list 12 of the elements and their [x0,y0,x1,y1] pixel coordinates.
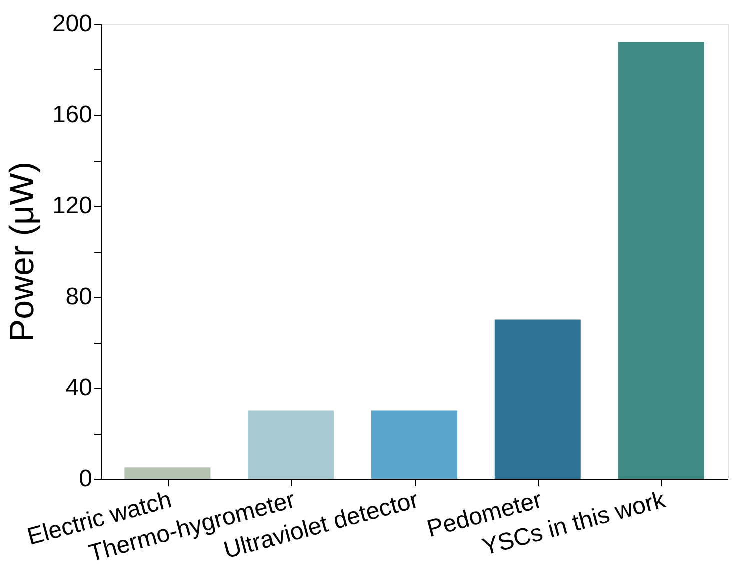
y-tick-label: 0 [79,466,92,492]
y-tick-label: 40 [66,374,92,402]
bar [618,42,704,479]
bar [248,410,334,479]
y-tick-label: 160 [52,102,92,128]
y-tick-label: 80 [66,284,92,310]
bar [494,320,581,479]
y-tick-label: 200 [52,10,92,38]
bar [124,468,211,479]
bar [372,410,458,479]
y-axis-title: Power (μW) [3,162,42,342]
y-tick-label: 120 [52,192,92,220]
